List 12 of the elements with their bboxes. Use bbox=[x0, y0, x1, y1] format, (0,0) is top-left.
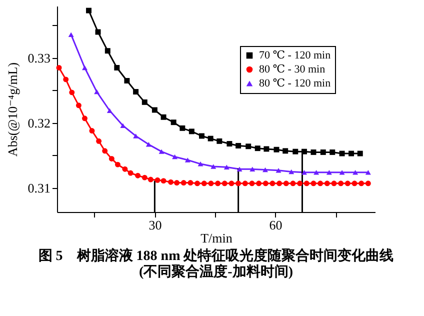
y-tick-label: 0.31 bbox=[28, 180, 50, 196]
x-tick-label: 60 bbox=[269, 218, 282, 232]
x-axis-title: T/min bbox=[200, 230, 233, 246]
legend-label: 70 ℃ - 120 min bbox=[259, 50, 332, 62]
y-tick-label: 0.33 bbox=[28, 50, 50, 66]
legend-label: 80 ℃ - 30 min bbox=[259, 64, 326, 76]
text: 图 5 树脂溶液 188 nm 处特征吸光度随聚合时间变化曲线 bbox=[38, 247, 394, 264]
y-tick-label: 0.32 bbox=[28, 115, 50, 130]
legend-label: 80 ℃ - 120 min bbox=[259, 78, 332, 90]
y-axis-title: Abs(@10⁻⁴g/mL) bbox=[4, 62, 20, 157]
text: (不同聚合温度-加料时间) bbox=[139, 263, 294, 280]
x-tick-label: 30 bbox=[148, 218, 162, 232]
